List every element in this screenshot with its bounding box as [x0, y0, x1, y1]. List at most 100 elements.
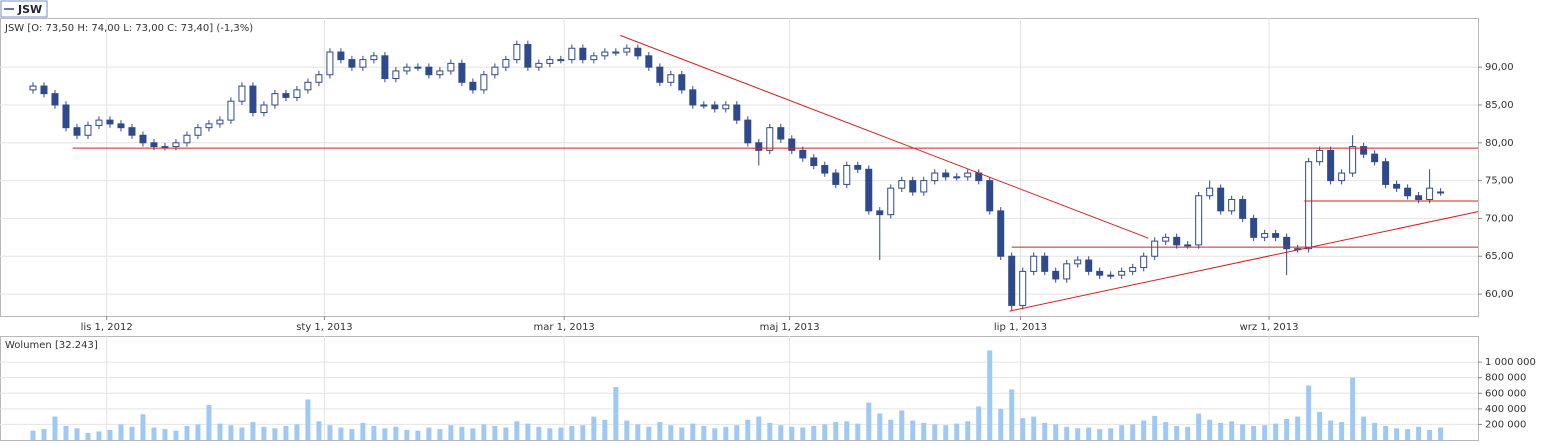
volume-bar	[1174, 425, 1180, 440]
candle-body	[722, 104, 730, 110]
y-tick-label: 65,00	[1485, 251, 1514, 262]
candle-body	[1316, 149, 1324, 163]
y-tick-label: 60,00	[1485, 289, 1514, 300]
volume-bar	[1207, 419, 1213, 440]
candle-body	[1074, 259, 1082, 265]
volume-bar	[866, 402, 872, 440]
candle-body	[227, 100, 235, 121]
candle-body	[392, 70, 400, 80]
candle-body	[1338, 172, 1346, 182]
volume-bar	[349, 429, 355, 440]
volume-bar	[1284, 418, 1290, 440]
volume-bar	[954, 423, 960, 440]
candle-body	[62, 104, 70, 129]
volume-legend: Wolumen [32.243]	[5, 340, 98, 351]
volume-bar	[1328, 420, 1334, 440]
volume-bar	[514, 421, 520, 440]
candle-body	[920, 180, 928, 193]
volume-bar	[580, 425, 586, 440]
candle-body	[964, 172, 972, 178]
candle-body	[568, 47, 576, 61]
volume-bar	[63, 425, 69, 440]
candle-body	[1415, 195, 1423, 201]
candle-body	[469, 81, 477, 91]
volume-bar	[360, 422, 366, 440]
candle-body	[1437, 191, 1445, 194]
volume-bar	[1064, 426, 1070, 440]
volume-bar	[822, 424, 828, 440]
volume-bar	[162, 429, 168, 440]
volume-bar	[129, 426, 135, 440]
tab-label: JSW	[17, 3, 42, 16]
volume-bar	[613, 387, 619, 440]
candle-body	[700, 104, 708, 107]
volume-bar	[393, 426, 399, 440]
candle-body	[1096, 270, 1104, 276]
volume-bar	[668, 425, 674, 440]
x-tick-label: lis 1, 2012	[81, 322, 133, 333]
candle-body	[436, 70, 444, 76]
volume-bar	[52, 416, 58, 440]
volume-bar	[1009, 389, 1015, 440]
candle-body	[480, 74, 488, 91]
candle-body	[403, 66, 411, 72]
volume-bar	[888, 419, 894, 440]
volume-bar	[569, 425, 575, 440]
volume-bar	[294, 424, 300, 440]
volume-bar	[701, 425, 707, 440]
volume-bar	[932, 424, 938, 440]
candle-body	[766, 127, 774, 151]
candle-body	[1393, 183, 1401, 189]
candle-body	[1217, 187, 1225, 212]
volume-bar	[1405, 429, 1411, 440]
candle-body	[95, 119, 103, 126]
volume-bar	[1240, 424, 1246, 440]
candle-body	[843, 164, 851, 185]
volume-bar	[1394, 428, 1400, 440]
volume-bar	[976, 406, 982, 440]
candle-body	[1107, 274, 1115, 277]
volume-bar	[767, 422, 773, 440]
candle-body	[1250, 217, 1258, 238]
candle-body	[601, 51, 609, 57]
candle-body	[755, 142, 763, 151]
candle-body	[1327, 149, 1335, 182]
candle-body	[1228, 199, 1236, 212]
volume-bar	[217, 423, 223, 440]
candle-body	[579, 47, 587, 61]
x-tick-label: lip 1, 2013	[994, 322, 1047, 333]
volume-bar	[1108, 428, 1114, 440]
candle-body	[205, 123, 213, 129]
tab[interactable]	[0, 0, 48, 18]
candle-body	[337, 51, 345, 61]
candle-body	[777, 127, 785, 140]
volume-bar	[679, 427, 685, 440]
candle-body	[491, 66, 499, 76]
candle-body	[1151, 240, 1159, 257]
y-tick-label: 600 000	[1485, 388, 1526, 399]
candle-body	[1041, 255, 1049, 272]
y-tick-label: 75,00	[1485, 176, 1514, 187]
volume-bar	[591, 416, 597, 440]
volume-bar	[327, 425, 333, 440]
volume-bar	[1438, 427, 1444, 440]
candle-body	[799, 149, 807, 159]
candle-body	[1052, 270, 1060, 280]
volume-bar	[745, 419, 751, 440]
candle-body	[1019, 270, 1027, 306]
candle-body	[260, 104, 268, 114]
trend-line	[1009, 211, 1479, 312]
candle-body	[326, 51, 334, 76]
y-tick-label: 200 000	[1485, 419, 1526, 430]
candle-body	[1162, 236, 1170, 242]
volume-bar	[1075, 428, 1081, 440]
candle-body	[931, 172, 939, 182]
volume-bar	[756, 416, 762, 440]
volume-bar	[800, 427, 806, 440]
candle-body	[172, 142, 180, 148]
candle-body	[513, 43, 521, 61]
volume-bar	[1163, 422, 1169, 440]
volume-bar	[459, 426, 465, 440]
volume-bar	[151, 427, 157, 440]
